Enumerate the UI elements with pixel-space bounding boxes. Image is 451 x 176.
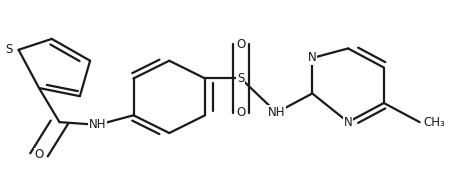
Text: N: N (343, 116, 352, 129)
Text: O: O (34, 148, 44, 161)
Text: S: S (237, 72, 244, 85)
Text: CH₃: CH₃ (423, 116, 444, 129)
Text: NH: NH (89, 118, 106, 131)
Text: O: O (236, 106, 245, 119)
Text: NH: NH (267, 106, 285, 119)
Text: S: S (6, 43, 13, 56)
Text: N: N (307, 52, 316, 64)
Text: O: O (236, 38, 245, 51)
